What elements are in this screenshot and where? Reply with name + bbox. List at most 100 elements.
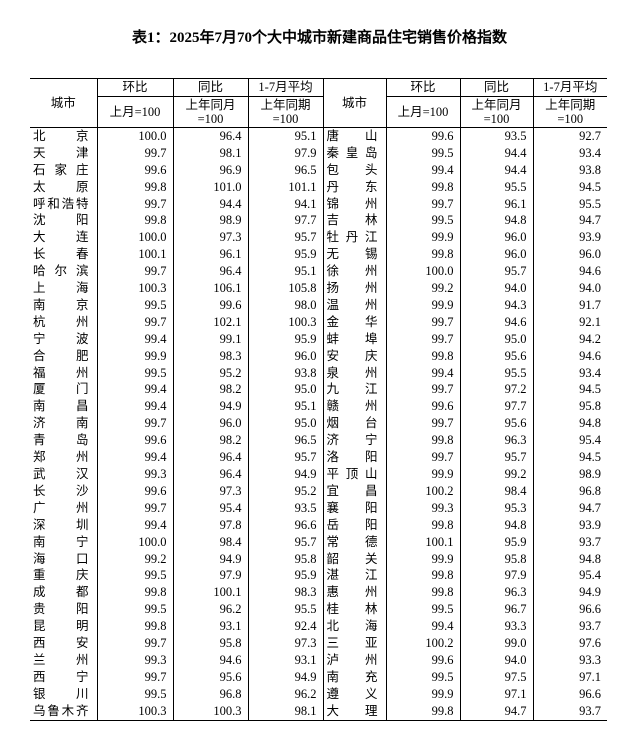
yoy-value: 96.4 (173, 127, 249, 145)
mom-value: 99.8 (97, 178, 174, 196)
yoy-value: 96.0 (173, 415, 249, 433)
mom-value: 99.5 (386, 144, 461, 162)
yoy-value: 96.1 (173, 246, 249, 264)
city-name: 济宁 (323, 432, 387, 450)
mom-value: 99.4 (386, 364, 461, 382)
yoy-value: 95.8 (173, 635, 249, 652)
avg-value: 93.4 (579, 145, 601, 160)
mom-value: 99.5 (386, 212, 461, 230)
table-row: 兰州 99.3 94.6 93.1 泸州 99.6 94.0 93.3 (30, 651, 607, 669)
mom-value: 99.8 (97, 618, 174, 636)
city-name: 青岛 (30, 432, 98, 450)
mom-value: 99.7 (97, 668, 174, 686)
mom-value: 99.7 (97, 415, 174, 433)
yoy-value: 96.3 (460, 432, 534, 450)
avg-value: 93.8 (248, 364, 324, 382)
mom-value: 99.9 (386, 296, 461, 314)
yoy-value: 94.0 (460, 280, 534, 297)
avg-value: 96.2 (248, 685, 324, 703)
header-yoy-base: 上年同月 =100 (173, 96, 249, 128)
table-row: 哈尔滨 99.7 96.4 95.1 徐州 100.0 95.7 94.6 (30, 263, 607, 281)
yoy-value: 95.0 (460, 330, 534, 348)
avg-value: 100.3 (248, 313, 324, 331)
avg-value: 95.1 (248, 127, 324, 145)
mom-value: 99.5 (386, 601, 461, 619)
header-mom-base: 上月=100 (386, 96, 461, 128)
city-name: 西安 (30, 635, 98, 652)
city-name: 安庆 (323, 347, 387, 365)
mom-value: 99.3 (386, 499, 461, 517)
avg-value: 96.8 (579, 483, 601, 498)
city-name: 北京 (30, 127, 98, 145)
yoy-value: 99.0 (460, 635, 534, 652)
avg-value: 94.1 (248, 195, 324, 213)
mom-value: 100.1 (386, 533, 461, 551)
table-row: 银川 99.5 96.8 96.2 遵义 99.9 97.1 96.6 (30, 685, 607, 703)
avg-value: 98.0 (248, 296, 324, 314)
mom-value: 99.8 (386, 246, 461, 264)
yoy-value: 96.0 (460, 229, 534, 247)
city-name: 南宁 (30, 533, 98, 551)
yoy-value: 97.5 (460, 668, 534, 686)
mom-value: 100.0 (97, 127, 174, 145)
avg-value: 93.3 (579, 652, 601, 667)
mom-value: 99.9 (386, 550, 461, 568)
mom-value: 99.9 (386, 229, 461, 247)
city-name: 牡丹江 (323, 229, 387, 247)
avg-value: 93.1 (248, 651, 324, 669)
mom-value: 99.5 (97, 296, 174, 314)
city-name: 重庆 (30, 567, 98, 585)
city-name: 平顶山 (323, 466, 387, 483)
avg-value: 93.7 (579, 534, 601, 549)
yoy-value: 94.9 (173, 550, 249, 568)
yoy-value: 99.6 (173, 296, 249, 314)
table-row: 沈阳 99.8 98.9 97.7 吉林 99.5 94.8 94.7 (30, 212, 607, 230)
avg-value: 95.0 (248, 415, 324, 433)
avg-value: 95.7 (248, 533, 324, 551)
table-row: 青岛 99.6 98.2 96.5 济宁 99.8 96.3 95.4 (30, 432, 607, 450)
mom-value: 99.9 (386, 466, 461, 483)
avg-value: 94.7 (579, 500, 601, 515)
yoy-value: 95.5 (460, 364, 534, 382)
city-name: 石家庄 (30, 161, 98, 179)
city-name: 郑州 (30, 449, 98, 467)
avg-value: 94.8 (579, 416, 601, 431)
yoy-value: 94.6 (460, 313, 534, 331)
table-row: 太原 99.8 101.0 101.1 丹东 99.8 95.5 94.5 (30, 178, 607, 196)
table-row: 南京 99.5 99.6 98.0 温州 99.9 94.3 91.7 (30, 296, 607, 314)
city-name: 大连 (30, 229, 98, 247)
avg-value: 96.6 (579, 602, 601, 617)
yoy-value: 98.1 (173, 144, 249, 162)
city-name: 杭州 (30, 313, 98, 331)
city-name: 长春 (30, 246, 98, 264)
avg-value: 98.9 (579, 467, 601, 482)
yoy-value: 96.4 (173, 263, 249, 281)
yoy-value: 95.9 (460, 533, 534, 551)
mom-value: 100.3 (97, 702, 174, 721)
yoy-value: 95.6 (460, 415, 534, 433)
city-name: 惠州 (323, 584, 387, 602)
mom-value: 99.7 (97, 195, 174, 213)
mom-value: 99.7 (386, 449, 461, 467)
yoy-value: 96.7 (460, 601, 534, 619)
yoy-value: 94.9 (173, 398, 249, 416)
mom-value: 99.6 (386, 127, 461, 145)
mom-value: 99.3 (97, 466, 174, 483)
avg-value: 91.7 (579, 297, 601, 312)
city-name: 洛阳 (323, 449, 387, 467)
avg-value: 97.7 (248, 212, 324, 230)
yoy-value: 96.9 (173, 161, 249, 179)
yoy-value: 98.4 (173, 533, 249, 551)
avg-value: 95.7 (248, 449, 324, 467)
header-avg: 1-7月平均 (533, 78, 607, 97)
yoy-base-line1: 上年同月 (185, 97, 236, 112)
table-row: 宁波 99.4 99.1 95.9 蚌埠 99.7 95.0 94.2 (30, 330, 607, 348)
avg-value: 98.1 (248, 702, 324, 721)
city-name: 蚌埠 (323, 330, 387, 348)
mom-value: 100.2 (386, 482, 461, 500)
yoy-value: 97.2 (460, 381, 534, 399)
city-name: 太原 (30, 178, 98, 196)
yoy-value: 95.4 (173, 499, 249, 517)
avg-value: 95.9 (248, 246, 324, 264)
yoy-value: 95.6 (173, 668, 249, 686)
